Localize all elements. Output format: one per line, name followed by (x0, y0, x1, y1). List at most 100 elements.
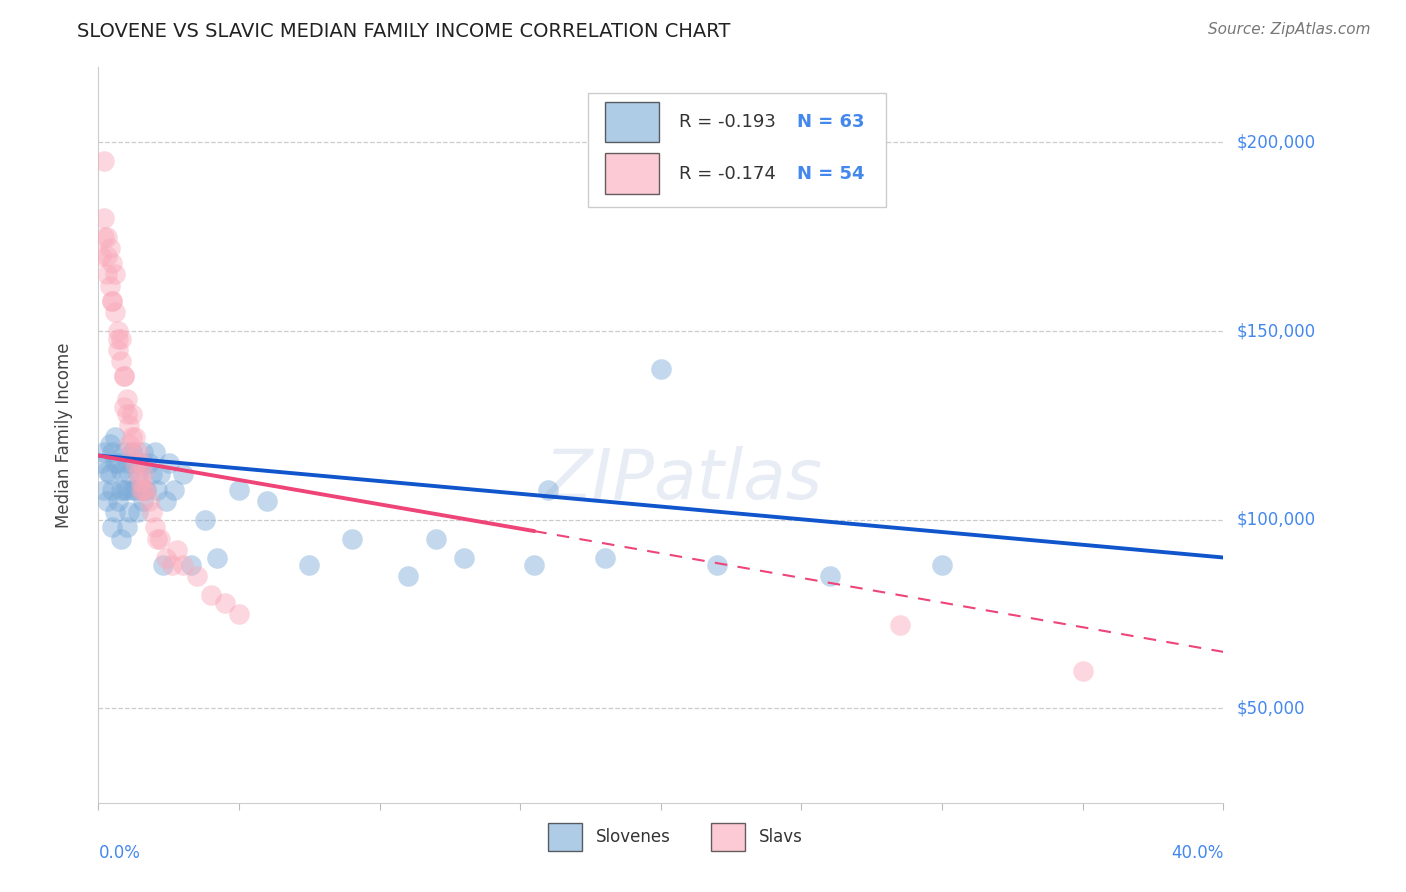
Text: 0.0%: 0.0% (98, 845, 141, 863)
Point (112, 483, 135, 497)
Point (101, 445, 124, 459)
Point (104, 305, 127, 319)
Point (118, 467, 141, 482)
FancyBboxPatch shape (605, 153, 658, 194)
Point (127, 445, 149, 459)
FancyBboxPatch shape (588, 93, 886, 207)
Point (143, 520, 166, 534)
Point (121, 483, 143, 497)
Point (149, 467, 172, 482)
Point (186, 569, 208, 583)
Point (96, 494, 118, 508)
Point (143, 445, 166, 459)
Point (650, 361, 672, 376)
FancyBboxPatch shape (548, 822, 582, 851)
Point (101, 256, 124, 270)
Point (1071, 664, 1094, 678)
Point (194, 513, 217, 527)
Point (101, 520, 124, 534)
Point (107, 343, 129, 357)
Point (155, 550, 177, 565)
Point (129, 483, 152, 497)
Point (112, 400, 135, 414)
Point (127, 467, 149, 482)
Point (396, 569, 419, 583)
Point (104, 430, 127, 444)
Point (146, 532, 169, 546)
Point (200, 588, 222, 602)
Point (98, 467, 121, 482)
Text: R = -0.193: R = -0.193 (679, 113, 776, 131)
Point (96, 268, 118, 282)
FancyBboxPatch shape (711, 822, 745, 851)
Point (298, 558, 321, 572)
Point (889, 618, 911, 632)
Point (115, 392, 138, 406)
Point (152, 558, 174, 572)
Point (98, 437, 121, 451)
Point (107, 324, 129, 338)
Point (537, 483, 560, 497)
Point (138, 456, 160, 470)
Text: N = 54: N = 54 (797, 165, 865, 183)
Point (110, 354, 132, 368)
Point (138, 494, 160, 508)
Point (104, 456, 127, 470)
Point (115, 483, 138, 497)
Point (146, 483, 169, 497)
Point (110, 483, 132, 497)
Point (205, 550, 228, 565)
Point (453, 550, 475, 565)
Text: R = -0.174: R = -0.174 (679, 165, 776, 183)
Point (160, 558, 183, 572)
Point (127, 505, 149, 519)
Text: SLOVENE VS SLAVIC MEDIAN FAMILY INCOME CORRELATION CHART: SLOVENE VS SLAVIC MEDIAN FAMILY INCOME C… (77, 22, 731, 41)
Point (129, 456, 152, 470)
Point (121, 445, 143, 459)
Point (110, 532, 132, 546)
Point (155, 494, 177, 508)
Point (818, 569, 841, 583)
Point (129, 475, 152, 489)
Point (172, 558, 194, 572)
Point (98, 241, 121, 255)
Point (93, 445, 115, 459)
Text: Slavs: Slavs (759, 828, 803, 846)
Y-axis label: Median Family Income: Median Family Income (55, 343, 73, 527)
Point (129, 483, 152, 497)
Point (132, 483, 155, 497)
Point (172, 467, 194, 482)
Point (115, 407, 138, 421)
Point (340, 532, 363, 546)
Point (135, 483, 157, 497)
Point (124, 430, 146, 444)
Text: ZIPatlas: ZIPatlas (544, 445, 823, 513)
Text: $50,000: $50,000 (1237, 699, 1306, 717)
Point (121, 430, 143, 444)
Point (121, 445, 143, 459)
Text: $200,000: $200,000 (1237, 134, 1316, 152)
Point (124, 456, 146, 470)
Text: Source: ZipAtlas.com: Source: ZipAtlas.com (1208, 22, 1371, 37)
Point (523, 558, 546, 572)
Point (90, 249, 112, 263)
Point (112, 445, 135, 459)
Point (115, 520, 138, 534)
Point (101, 293, 124, 308)
Point (107, 456, 129, 470)
Point (127, 467, 149, 482)
Point (93, 211, 115, 225)
Point (149, 532, 172, 546)
Point (98, 278, 121, 293)
Point (93, 483, 115, 497)
Point (214, 596, 236, 610)
Point (118, 437, 141, 451)
Point (118, 418, 141, 433)
Point (93, 154, 115, 169)
Point (112, 369, 135, 384)
Point (135, 483, 157, 497)
Point (107, 494, 129, 508)
Text: $100,000: $100,000 (1237, 511, 1316, 529)
Point (132, 494, 155, 508)
Point (256, 494, 278, 508)
